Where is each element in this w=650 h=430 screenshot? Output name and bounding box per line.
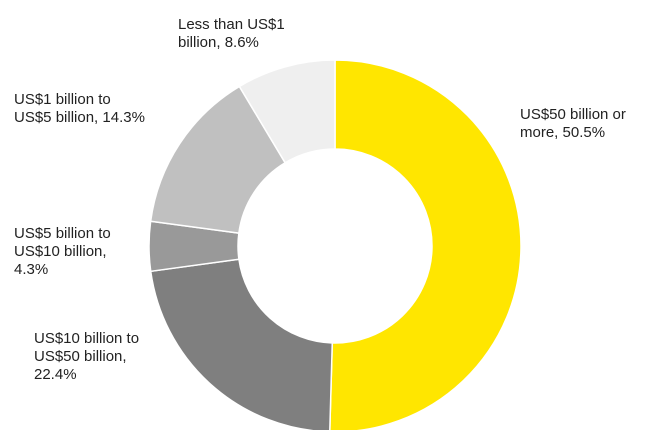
slice-label-line: US$50 billion, xyxy=(34,348,127,365)
slice-label-2: US$10 billion to US$50 billion, 22.4% xyxy=(34,330,139,383)
slice-label-line: US$5 billion to xyxy=(14,225,111,242)
donut-slice-5 xyxy=(238,59,336,164)
donut-slice-1 xyxy=(329,59,522,430)
slice-label-line: Less than US$1 xyxy=(178,16,285,33)
slice-label-line: US$5 billion, 14.3% xyxy=(14,109,145,126)
labels-layer: US$50 billion or more, 50.5% US$10 billion… xyxy=(14,16,626,383)
slice-label-line: billion, 8.6% xyxy=(178,34,259,51)
slice-label-3: US$5 billion to US$10 billion, 4.3% xyxy=(14,225,111,278)
slice-label-line: 4.3% xyxy=(14,261,48,278)
donut-slice-2 xyxy=(149,258,334,430)
slice-label-line: US$50 billion or xyxy=(520,106,626,123)
slice-label-line: 22.4% xyxy=(34,366,77,383)
slice-label-1: US$50 billion or more, 50.5% xyxy=(520,106,626,141)
slices-layer xyxy=(148,59,522,430)
slice-label-line: more, 50.5% xyxy=(520,124,605,141)
slice-label-5: Less than US$1 billion, 8.6% xyxy=(178,16,285,51)
slice-label-4: US$1 billion to US$5 billion, 14.3% xyxy=(14,91,145,126)
slice-label-line: US$10 billion, xyxy=(14,243,107,260)
slice-label-line: US$10 billion to xyxy=(34,330,139,347)
slice-label-line: US$1 billion to xyxy=(14,91,111,108)
